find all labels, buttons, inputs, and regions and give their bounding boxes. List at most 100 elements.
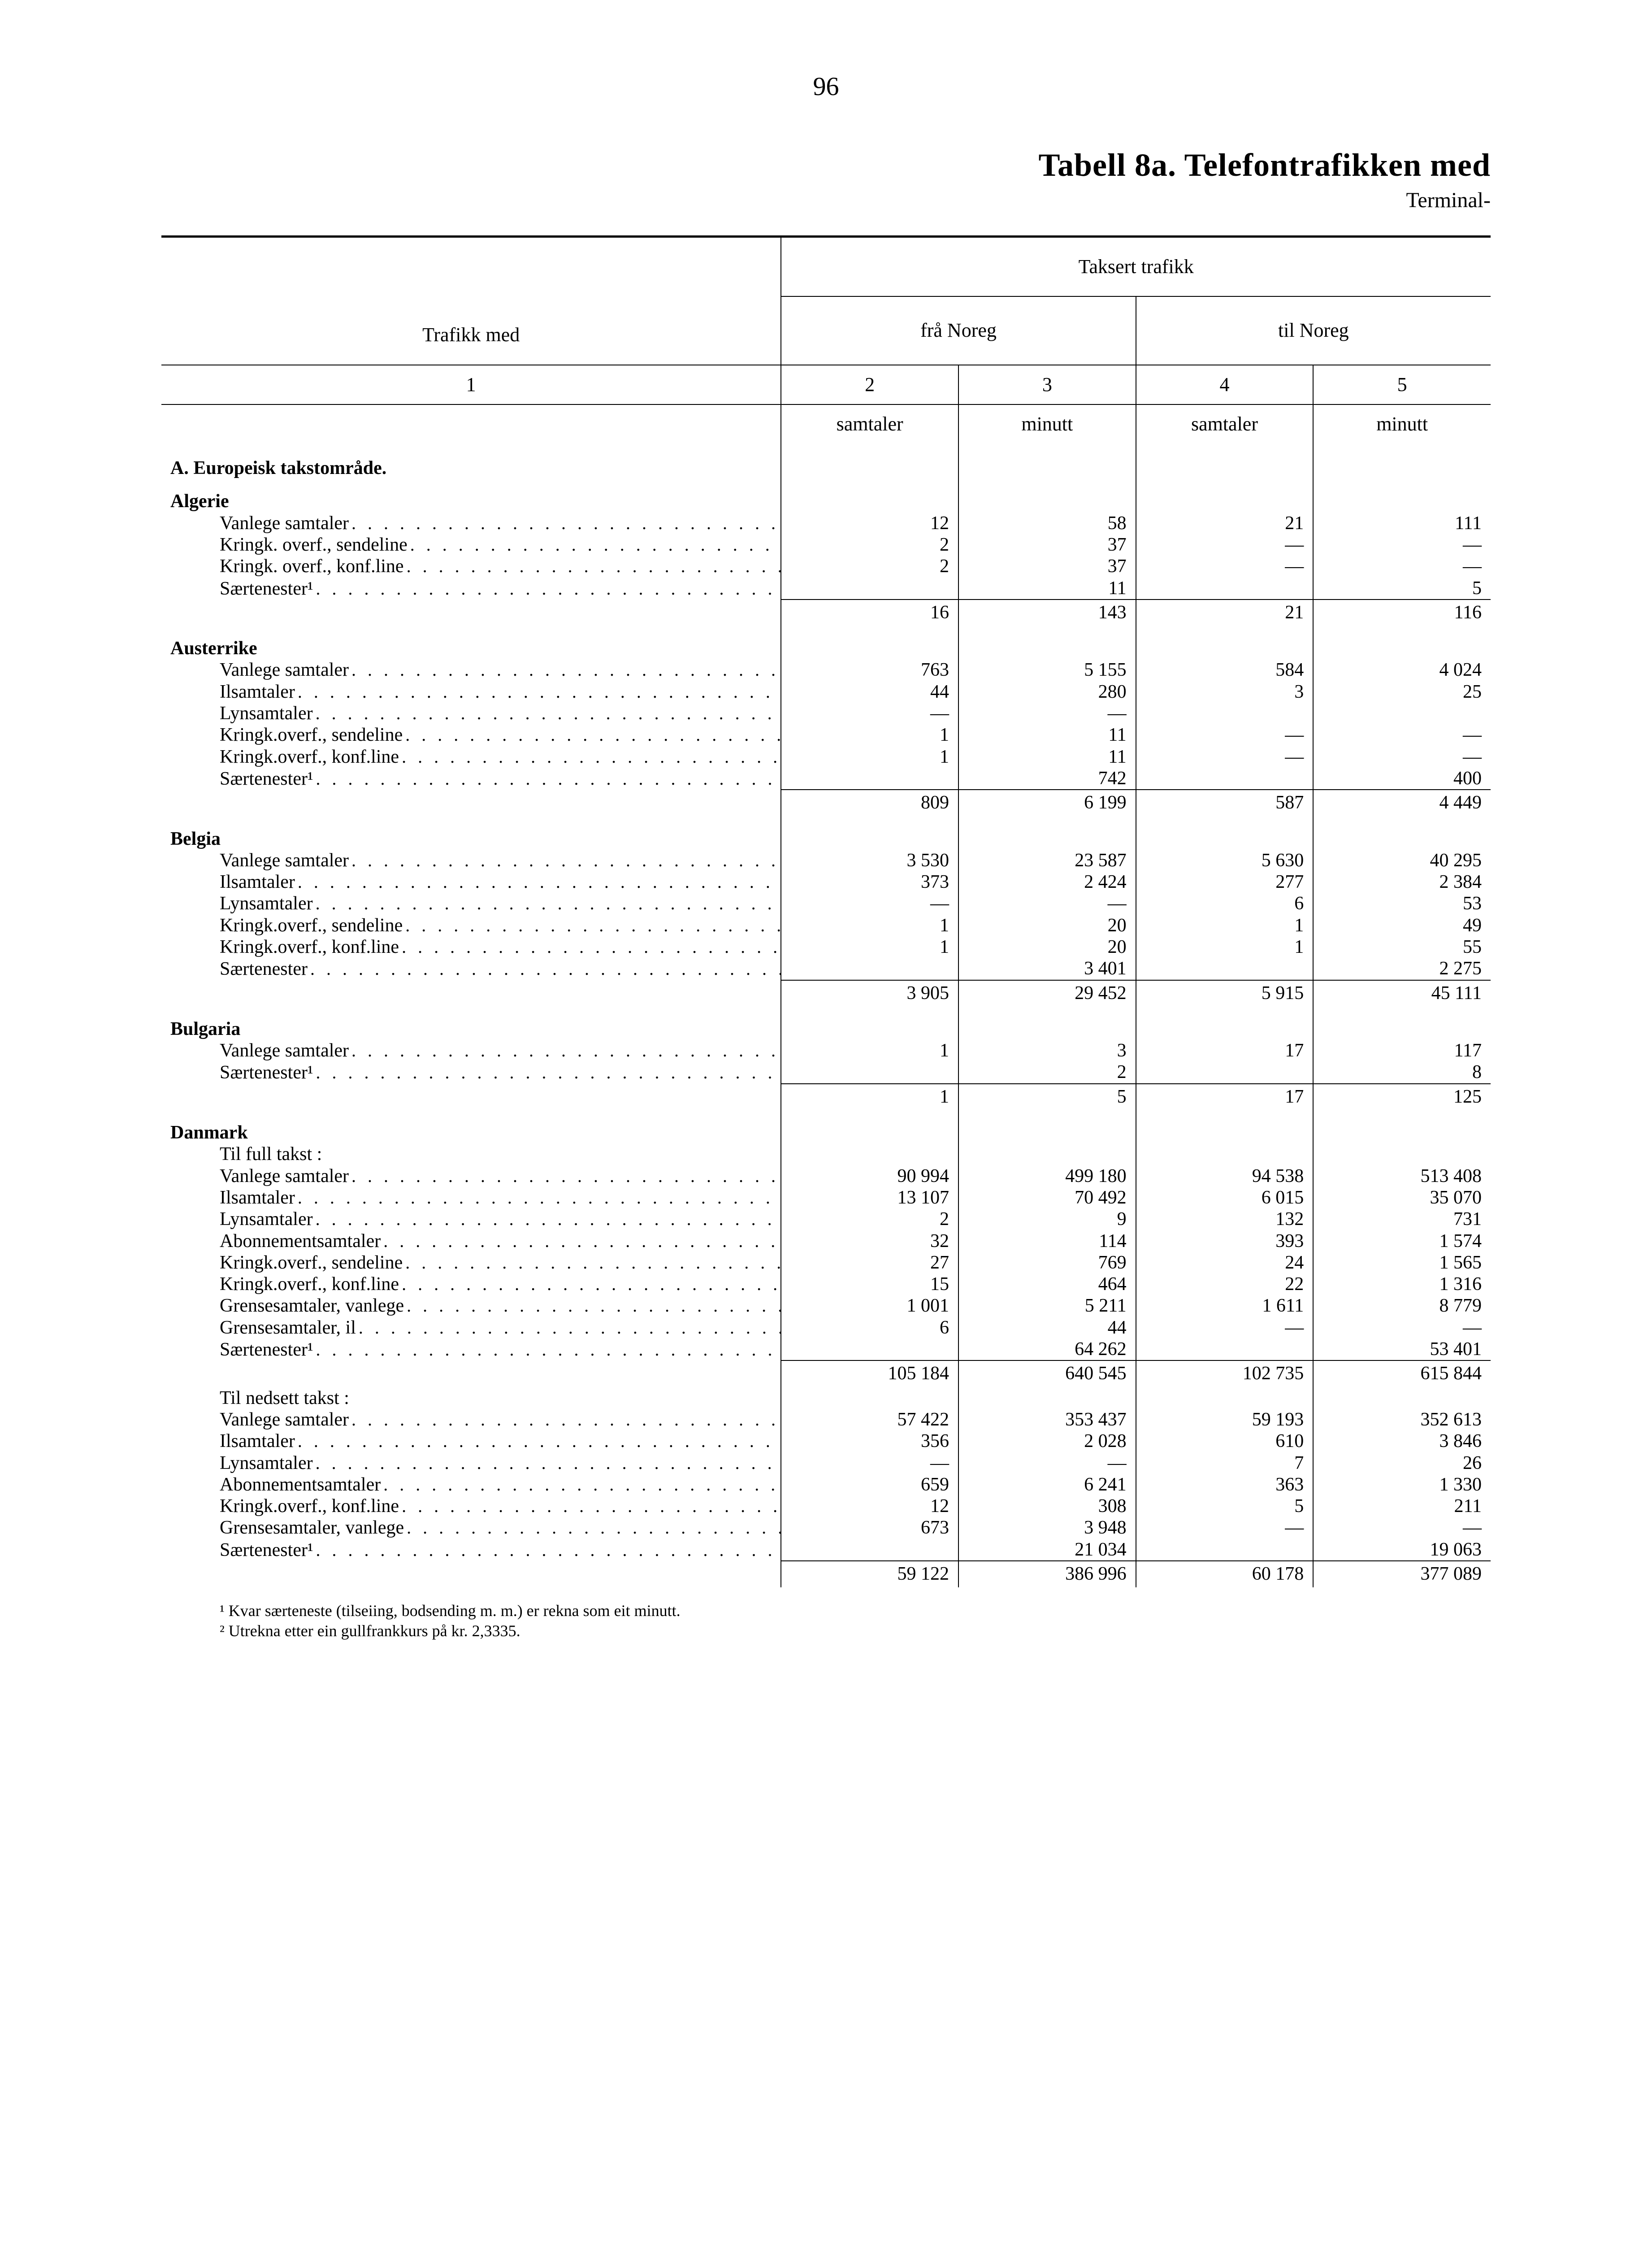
table-row: Kringk.overf., sendeline 27 769 24 1 565 xyxy=(161,1252,1491,1273)
cell: 373 xyxy=(781,871,958,893)
table-subtitle: Terminal- xyxy=(161,188,1491,213)
cell: 2 424 xyxy=(958,871,1136,893)
table-row: A. Europeisk takstområde. xyxy=(161,444,1491,479)
country-label: Bulgaria xyxy=(161,1007,781,1040)
cell: 499 180 xyxy=(958,1165,1136,1187)
table-row: Ilsamtaler 44 280 3 25 xyxy=(161,681,1491,703)
cell: 4 449 xyxy=(1313,790,1491,816)
cell: 29 452 xyxy=(958,980,1136,1007)
cell xyxy=(1136,1061,1314,1083)
row-label: Grensesamtaler, vanlege xyxy=(220,1295,407,1317)
subtotal-row: 1 5 17 125 xyxy=(161,1084,1491,1110)
footnote-2: ² Utrekna etter ein gullfrankkurs på kr.… xyxy=(220,1621,1491,1641)
row-label: Særtenester¹ xyxy=(220,1062,316,1083)
table-row: Algerie xyxy=(161,479,1491,512)
cell: 6 241 xyxy=(958,1474,1136,1495)
row-label: Kringk.overf., konf.line xyxy=(220,1273,402,1295)
row-label: Kringk.overf., konf.line xyxy=(220,936,402,958)
cell: 6 199 xyxy=(958,790,1136,816)
leader-dots xyxy=(407,1517,780,1538)
title-block: Tabell 8a. Telefontrafikken med Terminal… xyxy=(161,147,1491,213)
leader-dots xyxy=(407,556,781,577)
table-row: Vanlege samtaler 12 58 21 111 xyxy=(161,513,1491,534)
header-col5: 5 xyxy=(1313,365,1491,405)
cell: 37 xyxy=(958,534,1136,556)
leader-dots xyxy=(298,1187,780,1208)
cell: 13 107 xyxy=(781,1187,958,1208)
cell: 6 xyxy=(781,1317,958,1338)
cell: 17 xyxy=(1136,1040,1314,1061)
cell: 513 408 xyxy=(1313,1165,1491,1187)
cell: 1 xyxy=(1136,915,1314,936)
cell xyxy=(781,768,958,790)
cell: 59 122 xyxy=(781,1561,958,1587)
table-row: Vanlege samtaler 90 994 499 180 94 538 5… xyxy=(161,1165,1491,1187)
cell: 55 xyxy=(1313,936,1491,958)
table-row: Vanlege samtaler 3 530 23 587 5 630 40 2… xyxy=(161,850,1491,871)
leader-dots xyxy=(316,1540,781,1560)
table-row: Danmark xyxy=(161,1110,1491,1143)
table-row: Kringk.overf., sendeline 1 11 — — xyxy=(161,724,1491,746)
footnotes: ¹ Kvar særteneste (tilseiing, bodsending… xyxy=(161,1601,1491,1641)
cell: 3 530 xyxy=(781,850,958,871)
cell: — xyxy=(1136,1317,1314,1338)
leader-dots xyxy=(316,893,781,914)
subtotal-row: 809 6 199 587 4 449 xyxy=(161,790,1491,816)
table-row: Lynsamtaler — — 6 53 xyxy=(161,893,1491,914)
header-col3: 3 xyxy=(958,365,1136,405)
cell: 15 xyxy=(781,1273,958,1295)
leader-dots xyxy=(310,959,780,979)
country-label: Austerrike xyxy=(161,626,781,659)
table-row: Abonnementsamtaler 659 6 241 363 1 330 xyxy=(161,1474,1491,1495)
cell xyxy=(781,1539,958,1561)
cell: 12 xyxy=(781,1495,958,1517)
cell: 393 xyxy=(1136,1230,1314,1252)
row-label: Grensesamtaler, il xyxy=(220,1317,359,1338)
country-label: Belgia xyxy=(161,817,781,850)
cell: 386 996 xyxy=(958,1561,1136,1587)
leader-dots xyxy=(407,1295,780,1316)
row-label: Særtenester¹ xyxy=(220,1339,316,1360)
cell: 1 xyxy=(781,1040,958,1061)
leader-dots xyxy=(402,747,780,767)
header-minutt: minutt xyxy=(958,405,1136,444)
row-label: Kringk.overf., sendeline xyxy=(220,1252,405,1273)
table-row: Ilsamtaler 356 2 028 610 3 846 xyxy=(161,1430,1491,1452)
table-row: Lynsamtaler — — xyxy=(161,703,1491,724)
table-row: Særtenester 3 401 2 275 xyxy=(161,958,1491,980)
leader-dots xyxy=(316,703,781,724)
row-label: Kringk.overf., konf.line xyxy=(220,746,402,768)
cell: 1 xyxy=(781,724,958,746)
row-label: Lynsamtaler xyxy=(220,703,316,724)
leader-dots xyxy=(402,937,780,957)
leader-dots xyxy=(298,1431,780,1451)
subtotal-row: 105 184 640 545 102 735 615 844 xyxy=(161,1360,1491,1387)
header-minutt: minutt xyxy=(1313,405,1491,444)
cell: 363 xyxy=(1136,1474,1314,1495)
cell: 5 xyxy=(1313,578,1491,600)
cell: 584 xyxy=(1136,659,1314,681)
cell: 21 xyxy=(1136,600,1314,626)
cell: 102 735 xyxy=(1136,1360,1314,1387)
table-row: Vanlege samtaler 1 3 17 117 xyxy=(161,1040,1491,1061)
table-header-row: samtaler minutt samtaler minutt xyxy=(161,405,1491,444)
cell: — xyxy=(1136,1517,1314,1538)
cell: 1 611 xyxy=(1136,1295,1314,1317)
cell: 59 193 xyxy=(1136,1409,1314,1430)
cell: 58 xyxy=(958,513,1136,534)
cell: 94 538 xyxy=(1136,1165,1314,1187)
cell: 8 779 xyxy=(1313,1295,1491,1317)
table-row: Belgia xyxy=(161,817,1491,850)
leader-dots xyxy=(316,1339,781,1360)
data-table: Trafikk med Taksert trafikk frå Noreg ti… xyxy=(161,235,1491,1588)
document-page: 96 Tabell 8a. Telefontrafikken med Termi… xyxy=(0,0,1652,2242)
header-trafikk-med: Trafikk med xyxy=(161,238,781,365)
cell: 3 948 xyxy=(958,1517,1136,1538)
cell: 2 xyxy=(781,556,958,577)
cell: 2 xyxy=(958,1061,1136,1083)
leader-dots xyxy=(316,1062,781,1083)
cell: 2 xyxy=(781,534,958,556)
cell: 5 xyxy=(958,1084,1136,1110)
cell: 8 xyxy=(1313,1061,1491,1083)
cell: 3 xyxy=(1136,681,1314,703)
